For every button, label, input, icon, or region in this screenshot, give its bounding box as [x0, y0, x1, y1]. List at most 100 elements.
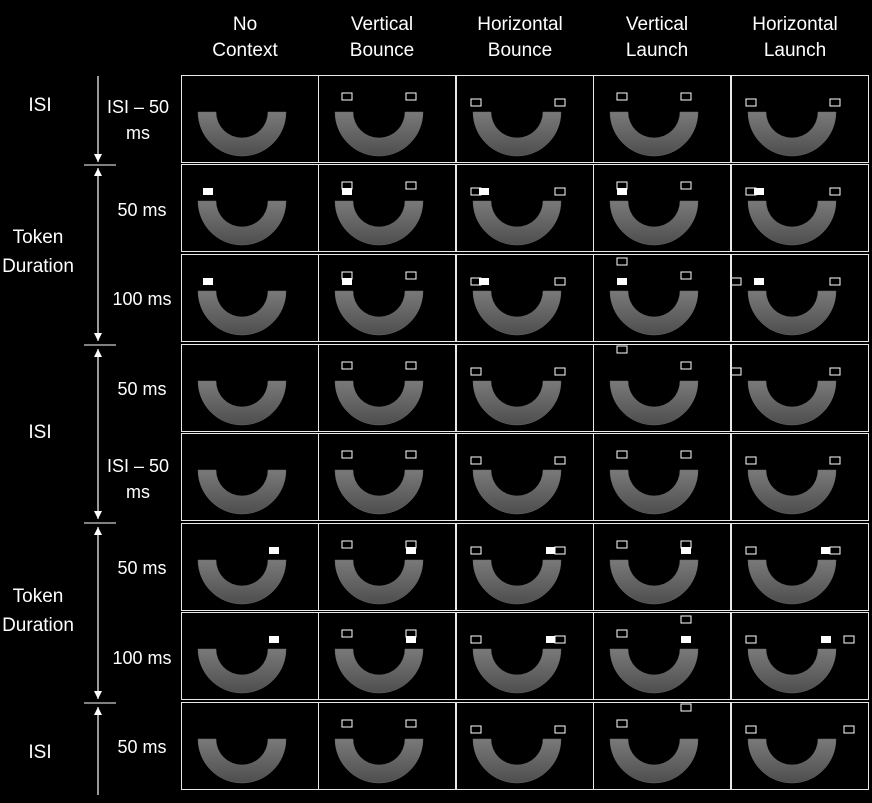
token-outline — [470, 98, 482, 107]
stimulus-art — [197, 380, 287, 426]
column-header-line1: Vertical — [350, 14, 414, 35]
token-outline — [680, 450, 692, 459]
column-header-horizontal-launch: Horizontal Launch — [725, 12, 865, 64]
stimulus-art — [197, 188, 287, 246]
token-outline — [554, 187, 566, 196]
stimulus-art — [470, 725, 566, 784]
token-filled — [546, 547, 556, 554]
stimulus-panel — [456, 433, 594, 521]
stimulus-art — [609, 345, 699, 426]
stimulus-panel — [181, 254, 319, 342]
token-outline — [843, 635, 855, 644]
arc-shape — [197, 380, 287, 426]
arc-shape — [334, 738, 424, 784]
token-outline — [745, 456, 757, 465]
stimulus-art — [609, 615, 699, 694]
token-filled — [821, 636, 831, 643]
token-filled — [342, 188, 352, 195]
token-outline — [680, 181, 692, 190]
arc-shape — [472, 469, 562, 515]
phase-label-line1: Token — [12, 227, 64, 248]
token-outline — [732, 367, 742, 376]
arc-shape — [472, 200, 562, 246]
token-outline — [470, 367, 482, 376]
arc-shape — [609, 738, 699, 784]
token-outline — [470, 456, 482, 465]
token-filled — [269, 636, 279, 643]
stimulus-panel — [181, 433, 319, 521]
token-outline — [405, 92, 417, 101]
stimulus-panel — [181, 702, 319, 790]
row-duration-1: ISI – 50 ms — [98, 94, 178, 146]
stimulus-panel — [731, 164, 869, 252]
arc-shape — [747, 200, 837, 246]
stimulus-art — [334, 361, 424, 426]
column-header-no-context: No Context — [175, 12, 315, 64]
token-filled — [342, 278, 352, 285]
arc-shape — [197, 559, 287, 605]
token-outline — [554, 456, 566, 465]
phase-label-token-duration-1: Token Duration — [0, 223, 78, 281]
arc-shape — [747, 559, 837, 605]
token-outline — [680, 615, 692, 624]
stimulus-art — [732, 277, 841, 336]
token-outline — [554, 277, 566, 286]
stimulus-panel — [456, 164, 594, 252]
row-duration-line1: 50 ms — [117, 737, 167, 757]
token-outline — [829, 187, 841, 196]
stimulus-panel — [593, 254, 731, 342]
stimulus-art — [470, 187, 566, 246]
stimulus-art — [470, 367, 566, 426]
row-duration-6: 50 ms — [102, 555, 182, 581]
token-filled — [203, 188, 213, 195]
stimulus-art — [334, 92, 424, 157]
stimulus-panel — [318, 433, 456, 521]
stimulus-panel — [181, 344, 319, 432]
arc-shape — [609, 380, 699, 426]
stimulus-panel — [456, 75, 594, 163]
arc-shape — [609, 200, 699, 246]
arc-shape — [334, 200, 424, 246]
stimulus-panel — [181, 612, 319, 700]
stimulus-panel — [318, 612, 456, 700]
token-outline — [680, 92, 692, 101]
stimulus-art — [334, 450, 424, 515]
stimulus-art — [197, 547, 287, 605]
stimulus-art — [745, 456, 841, 515]
token-outline — [405, 629, 417, 638]
column-header-line2: Bounce — [349, 40, 415, 61]
stimulus-panel — [731, 433, 869, 521]
stimulus-art — [745, 725, 855, 784]
arc-shape — [334, 648, 424, 694]
phase-label-token-duration-2: Token Duration — [0, 582, 78, 640]
stimulus-panel — [181, 164, 319, 252]
token-outline — [616, 257, 628, 266]
token-outline — [405, 361, 417, 370]
token-outline — [732, 277, 742, 286]
stimulus-art — [197, 278, 287, 336]
stimulus-panel — [318, 75, 456, 163]
token-outline — [341, 361, 353, 370]
token-outline — [616, 540, 628, 549]
row-duration-line1: 50 ms — [117, 558, 167, 578]
token-outline — [680, 361, 692, 370]
stimulus-art — [609, 257, 699, 336]
arc-shape — [609, 111, 699, 157]
token-outline — [470, 546, 482, 555]
token-outline — [341, 92, 353, 101]
stimulus-panel — [456, 702, 594, 790]
arc-shape — [747, 290, 837, 336]
row-duration-line1: 100 ms — [112, 648, 172, 668]
stimulus-panel — [731, 523, 869, 611]
token-outline — [616, 629, 628, 638]
phase-label-line2: Duration — [2, 615, 74, 636]
stimulus-art — [609, 450, 699, 515]
stimulus-panel — [593, 164, 731, 252]
row-duration-line1: 100 ms — [112, 289, 172, 309]
token-filled — [406, 636, 416, 643]
stimulus-art — [470, 277, 566, 336]
phase-label-line1: Token — [12, 586, 64, 607]
arc-shape — [334, 469, 424, 515]
arc-shape — [334, 380, 424, 426]
token-outline — [554, 367, 566, 376]
